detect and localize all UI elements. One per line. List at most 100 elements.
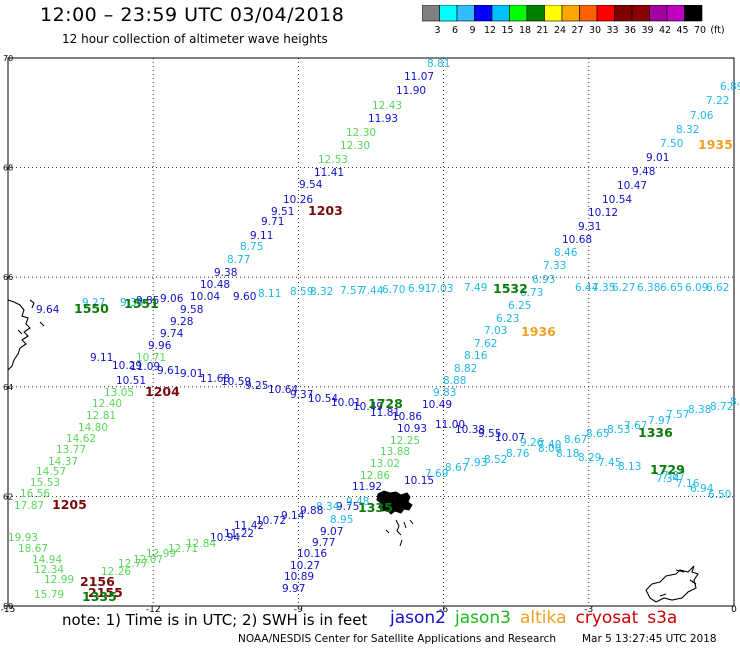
wave-height-value: 12.26	[101, 566, 131, 578]
legend-cryosat: cryosat	[575, 608, 639, 628]
wave-height-value: 8.32	[310, 286, 333, 298]
wave-height-value: 9.77	[312, 537, 335, 549]
lat-tick-label: 64	[3, 383, 13, 392]
wave-height-value: 11.41	[314, 167, 344, 179]
wave-height-value: 9.48	[632, 166, 655, 178]
wave-height-value: 8.81	[427, 58, 450, 70]
wave-height-value: 11.00	[435, 419, 465, 431]
wave-height-value: 10.64	[268, 384, 298, 396]
colorbar-label: 12	[484, 25, 496, 36]
coastline-left	[7, 299, 45, 371]
coastline-islands	[376, 490, 413, 515]
colorbar-label: 33	[606, 25, 618, 36]
wave-height-value: 10.86	[392, 411, 422, 423]
lat-tick-label: 70	[3, 54, 13, 63]
wave-height-value: 7.97	[648, 415, 671, 427]
wave-height-value: 7.49	[464, 282, 487, 294]
colorbar-label: 27	[571, 25, 583, 36]
pass-time-label: 1551	[124, 296, 159, 311]
wave-height-value: 8.88	[443, 375, 466, 387]
wave-height-value: 14.94	[32, 554, 62, 566]
lat-tick-label: 68	[3, 164, 13, 173]
pass-time-label: 1532	[493, 281, 528, 296]
wave-height-value: 11.93	[368, 113, 398, 125]
wave-height-value: 12.53	[318, 154, 348, 166]
colorbar-swatch	[684, 5, 703, 22]
wave-height-value: 8.53	[607, 424, 630, 436]
wave-height-value: 7.16	[676, 478, 700, 490]
wave-height-value: 10.93	[397, 423, 427, 435]
wave-height-value: 7.50	[660, 138, 683, 150]
wave-height-value: 8.46	[554, 247, 578, 259]
wave-height-value: 10.04	[190, 291, 220, 303]
wave-height-value: 8.75	[240, 241, 263, 253]
wave-height-value: 18.67	[18, 543, 48, 555]
wave-height-value: 15.53	[30, 477, 60, 489]
track-values: 8.8111.0711.9012.4311.9312.3012.3012.531…	[8, 58, 740, 601]
generated-timestamp: Mar 5 13:27:45 UTC 2018	[582, 633, 717, 645]
wave-height-value: 7.57	[340, 285, 363, 297]
wave-height-value: 8.29	[578, 452, 601, 464]
pass-time-label: 2156	[80, 574, 115, 589]
wave-height-value: 9.01	[180, 368, 203, 380]
wave-height-value: 8.76	[506, 448, 530, 460]
wave-height-value: 12.34	[34, 564, 64, 576]
wave-height-value: 8.65	[730, 396, 740, 408]
wave-height-value: 7.57	[666, 409, 689, 421]
lon-tick-label: -3	[584, 605, 593, 615]
wave-height-value: 6.38	[637, 282, 660, 294]
wave-height-value: 6.73	[520, 287, 543, 299]
wave-height-value: 9.74	[160, 328, 184, 340]
wave-height-value: 11.68	[200, 373, 230, 385]
wave-height-value: 10.54	[602, 194, 632, 206]
wave-height-value: 8.13	[618, 461, 641, 473]
wave-height-value: 9.48	[346, 496, 369, 508]
wave-height-value: 9.97	[282, 583, 305, 595]
lon-tick-label: -9	[294, 605, 303, 615]
wave-height-value: 10.01	[331, 397, 361, 409]
wave-height-value: 8.32	[676, 124, 699, 136]
coastlines	[7, 299, 699, 603]
wave-height-value: 10.49	[353, 401, 383, 413]
colorbar-label: 36	[624, 25, 636, 36]
map-frame	[7, 57, 735, 607]
wave-height-value: 14.57	[36, 466, 66, 478]
wave-height-value: 12.30	[346, 127, 376, 139]
wave-height-value: 6.91	[408, 283, 431, 295]
wave-height-value: 10.16	[297, 548, 327, 560]
wave-height-value: 8.16	[464, 350, 488, 362]
colorbar-legend: 3 6 9 12 15 18 21 24 27 30 33 36 39 42 45 70 (ft)	[422, 5, 725, 36]
lon-tick-label: 0	[731, 605, 737, 615]
wave-height-value: 9.55	[478, 428, 501, 440]
wave-height-value: 7.40	[538, 439, 561, 451]
wave-height-value: 12.40	[92, 398, 122, 410]
wave-height-value: 10.38	[455, 424, 485, 436]
wave-height-value: 10.26	[283, 194, 313, 206]
colorbar-label: 3	[434, 25, 440, 36]
wave-height-value: 9.25	[245, 380, 268, 392]
lon-tick-label: -12	[146, 605, 161, 615]
pass-time-label: 2155	[88, 585, 123, 600]
wave-height-value: 6.62	[706, 282, 729, 294]
wave-height-value: 11.90	[396, 85, 426, 97]
wave-height-value: 10.47	[617, 180, 647, 192]
colorbar-label: 70	[694, 25, 706, 36]
wave-height-value: 10.72	[256, 515, 286, 527]
wave-height-value: 7.45	[598, 457, 621, 469]
wave-height-value: 6.93	[532, 274, 555, 286]
wave-height-value: 11.09	[130, 361, 160, 373]
wave-height-value: 9.51	[271, 206, 294, 218]
wave-height-value: 12.25	[390, 435, 420, 447]
wave-height-value: 12.71	[168, 543, 198, 555]
wave-height-value: 9.60	[233, 291, 256, 303]
wave-height-value: 9.27	[82, 297, 105, 309]
wave-height-value: 8.38	[688, 404, 711, 416]
wave-height-value: 12.43	[372, 100, 402, 112]
wave-height-value: 12.07	[133, 554, 163, 566]
wave-height-value: 9.58	[180, 304, 203, 316]
wave-height-value: 9.88	[300, 505, 323, 517]
wave-height-value: 10.54	[308, 393, 338, 405]
wave-height-value: 7.93	[464, 457, 487, 469]
wave-height-value: 17.87	[14, 500, 44, 512]
wave-height-value: 9.14	[281, 510, 305, 522]
